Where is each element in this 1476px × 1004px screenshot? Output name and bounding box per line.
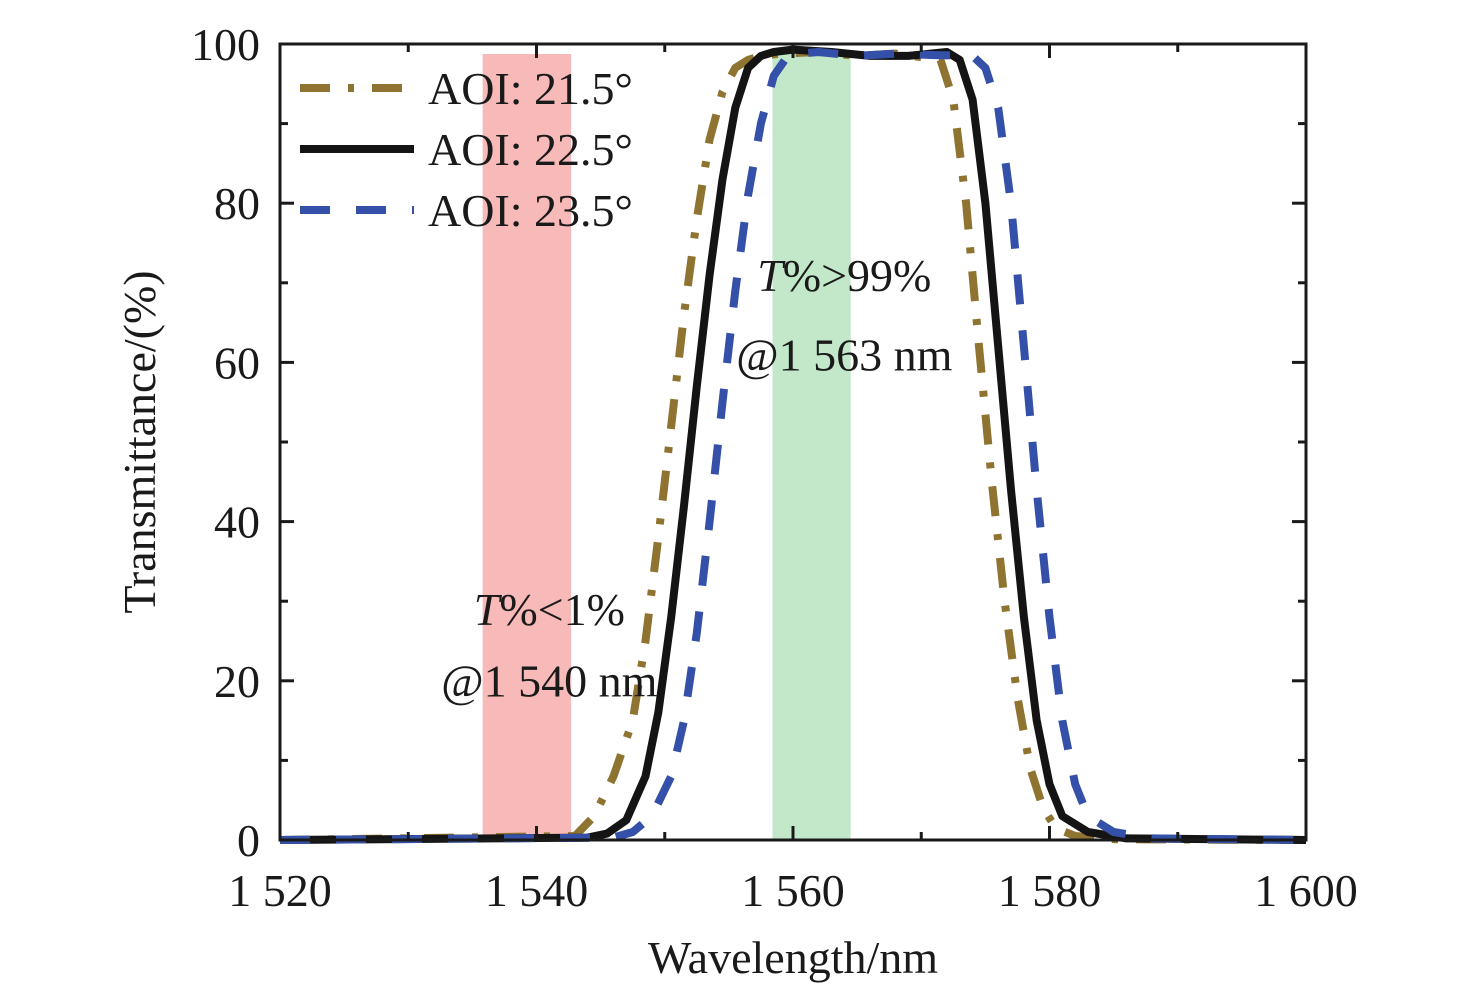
x-tick-label-3: 1 580	[998, 865, 1102, 916]
annotation-line1-1: T%>99%	[757, 250, 931, 301]
band-1	[772, 54, 851, 840]
annotation-text-1: %>99%	[783, 250, 932, 301]
y-tick-label-1: 20	[214, 656, 260, 707]
highlight-bands	[482, 54, 851, 840]
series-lines	[279, 45, 1307, 844]
annotation-line1-0: T%<1%	[474, 584, 625, 635]
annotation-italic-1: T	[757, 250, 786, 301]
x-axis-title: Wavelength/nm	[648, 932, 938, 983]
annotation-text-0: %<1%	[499, 584, 625, 635]
legend: AOI: 21.5° AOI: 22.5° AOI: 23.5°	[300, 63, 633, 236]
y-tick-label-2: 40	[214, 497, 260, 548]
annotation-italic-0: T	[474, 584, 503, 635]
x-tick-label-0: 1 520	[228, 865, 332, 916]
band-0	[482, 54, 572, 840]
y-tick-label-4: 80	[214, 178, 260, 229]
x-tick-label-2: 1 560	[741, 865, 845, 916]
axis-ticks	[278, 42, 1308, 842]
annotations: T%<1%@1 540 nmT%>99%@1 563 nm	[441, 250, 952, 707]
annotation-line2-1: @1 563 nm	[736, 329, 952, 380]
y-tick-label-5: 100	[191, 19, 260, 70]
legend-label-2: AOI: 23.5°	[428, 185, 633, 236]
y-tick-label-3: 60	[214, 337, 260, 388]
legend-label-0: AOI: 21.5°	[428, 63, 633, 114]
annotation-line2-0: @1 540 nm	[441, 656, 657, 707]
x-tick-label-1: 1 540	[485, 865, 589, 916]
series-line-2	[279, 48, 1307, 844]
y-tick-label-0: 0	[237, 815, 260, 866]
x-tick-label-4: 1 600	[1254, 865, 1358, 916]
y-axis-title: Transmittance/(%)	[114, 270, 165, 613]
legend-label-1: AOI: 22.5°	[428, 124, 633, 175]
tick-labels: 1 520 1 540 1 560 1 580 1 600 0 20 40 60 80 100	[191, 19, 1358, 916]
